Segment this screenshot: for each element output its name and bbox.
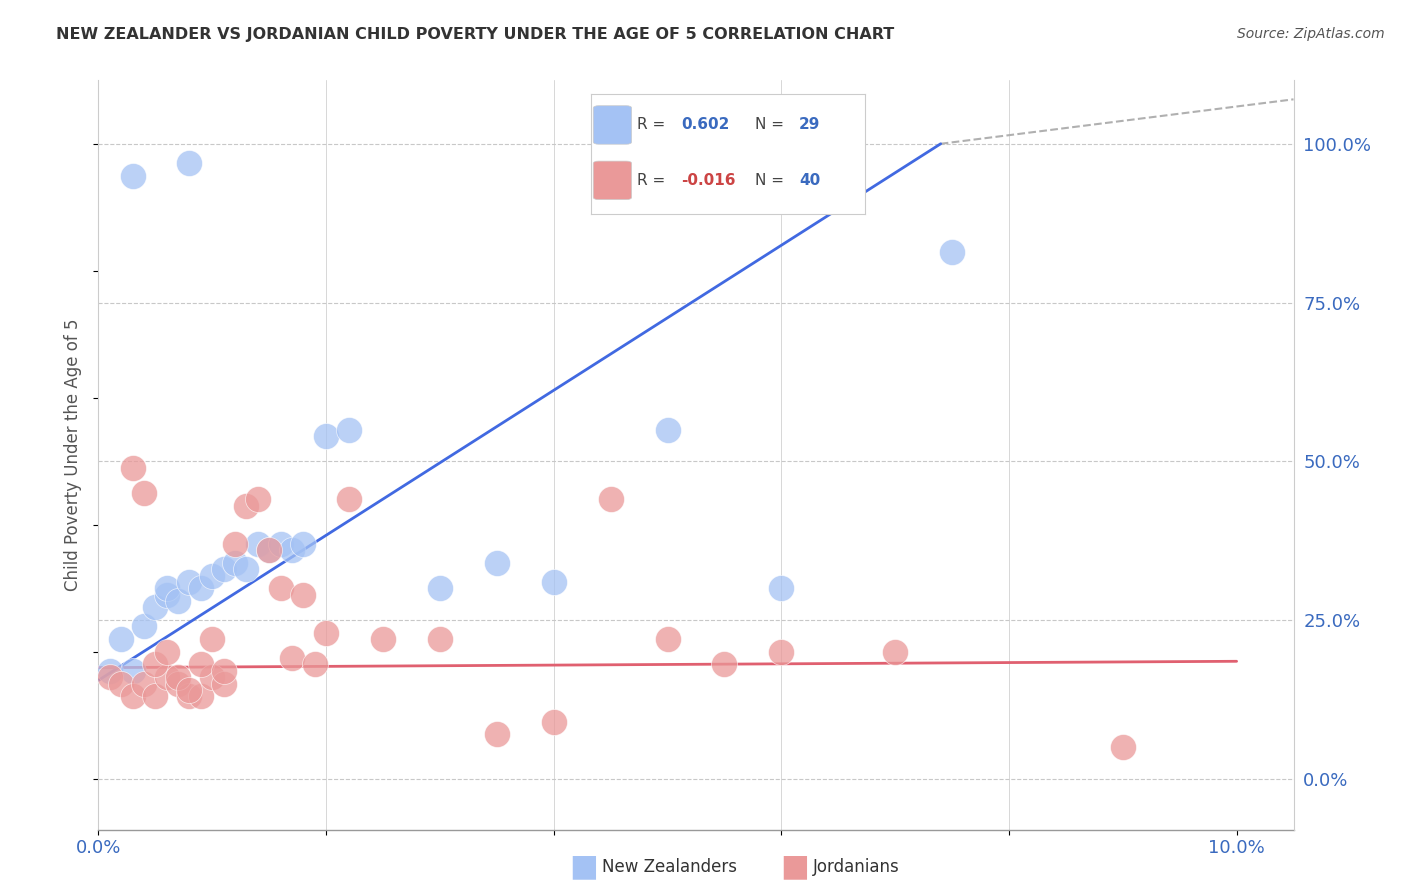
Point [121,169,143,183]
Point [201,670,224,684]
Point [156,588,179,602]
Text: NEW ZEALANDER VS JORDANIAN CHILD POVERTY UNDER THE AGE OF 5 CORRELATION CHART: NEW ZEALANDER VS JORDANIAN CHILD POVERTY… [56,27,894,42]
Point [657,632,679,646]
Text: 40: 40 [799,173,820,188]
Point [190,581,212,595]
Text: Jordanians: Jordanians [813,858,900,876]
Point [292,588,315,602]
Point [257,543,280,558]
Point [156,670,179,684]
Point [132,619,155,633]
Text: Source: ZipAtlas.com: Source: ZipAtlas.com [1237,27,1385,41]
Point [98,664,121,678]
Text: N =: N = [755,118,789,133]
Point [235,562,257,576]
Point [167,594,190,608]
Point [201,568,224,582]
Text: 0.602: 0.602 [681,118,730,133]
Point [167,670,190,684]
Point [224,537,246,551]
Text: ■: ■ [780,853,808,881]
Point [110,632,132,646]
Point [543,714,565,729]
Point [1112,739,1135,754]
Point [121,460,143,475]
Point [371,632,394,646]
Point [257,543,280,558]
Point [224,556,246,570]
Point [281,651,304,665]
Point [941,244,963,259]
Point [156,645,179,659]
Text: R =: R = [637,173,671,188]
Point [132,486,155,500]
Point [179,574,201,589]
Point [485,727,508,741]
Point [190,690,212,704]
Point [246,537,269,551]
Text: 29: 29 [799,118,820,133]
Point [292,537,315,551]
Text: R =: R = [637,118,671,133]
Point [657,423,679,437]
Point [190,657,212,672]
Point [429,632,451,646]
Point [179,156,201,170]
Point [281,543,304,558]
Point [143,690,166,704]
Text: New Zealanders: New Zealanders [602,858,737,876]
Point [599,492,621,507]
Point [132,676,155,690]
Point [270,537,292,551]
Point [143,600,166,615]
Point [212,664,235,678]
Point [304,657,326,672]
Text: ■: ■ [569,853,598,881]
Point [429,581,451,595]
Point [713,657,735,672]
Text: N =: N = [755,173,789,188]
Point [770,581,793,595]
Point [770,645,793,659]
Point [121,690,143,704]
Point [337,492,360,507]
Point [212,676,235,690]
Point [110,676,132,690]
Point [179,690,201,704]
Point [156,581,179,595]
Point [201,632,224,646]
Point [315,625,337,640]
Y-axis label: Child Poverty Under the Age of 5: Child Poverty Under the Age of 5 [65,318,83,591]
Point [270,581,292,595]
Point [179,682,201,697]
Point [543,574,565,589]
Point [235,499,257,513]
FancyBboxPatch shape [593,106,631,145]
Point [315,429,337,443]
FancyBboxPatch shape [593,161,631,200]
Text: -0.016: -0.016 [681,173,735,188]
Point [485,556,508,570]
Point [143,657,166,672]
Point [167,676,190,690]
Point [121,664,143,678]
Point [337,423,360,437]
Point [246,492,269,507]
Point [212,562,235,576]
Point [98,670,121,684]
Point [884,645,907,659]
